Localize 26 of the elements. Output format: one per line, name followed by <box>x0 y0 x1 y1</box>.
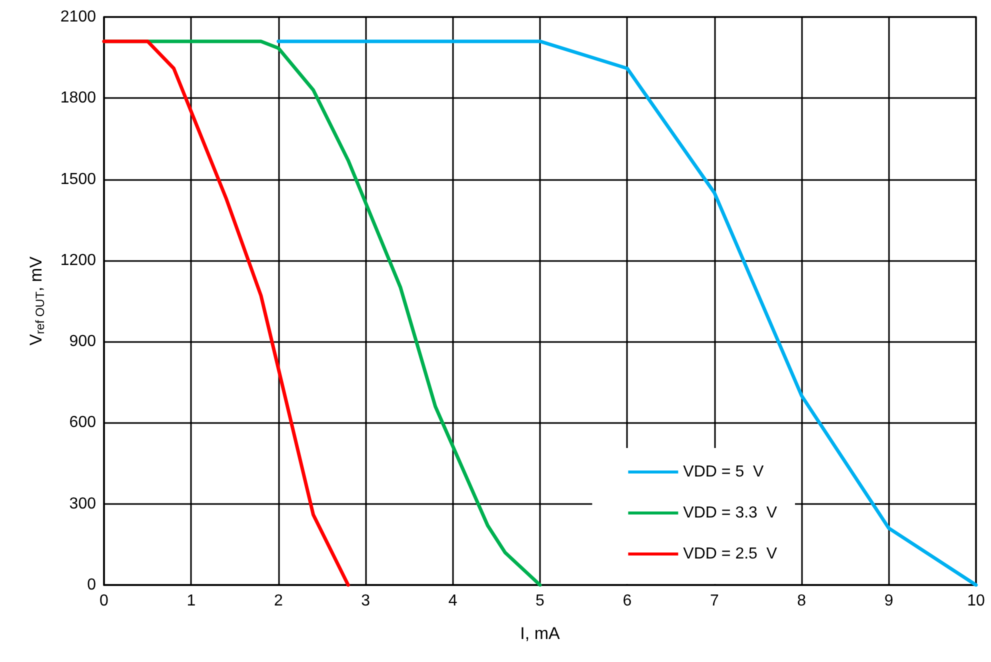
x-tick-label: 9 <box>884 592 894 610</box>
y-tick-label: 2100 <box>60 8 96 26</box>
x-tick-label: 4 <box>448 592 458 610</box>
y-tick-label: 1200 <box>60 252 96 269</box>
legend-label: VDD = 5 V <box>683 464 764 480</box>
y-axis-title: Vref OUT, mV <box>26 256 47 346</box>
legend-label: VDD = 2.5 V <box>683 546 778 562</box>
y-tick-label: 600 <box>69 414 96 432</box>
x-tick-label: 2 <box>274 592 283 610</box>
x-tick-label: 1 <box>186 592 196 610</box>
line-series <box>102 40 350 587</box>
x-tick-label: 6 <box>622 592 632 610</box>
x-tick-label: 5 <box>536 592 545 610</box>
legend-label: VDD = 3.3 V <box>683 504 778 522</box>
line-series <box>276 40 978 587</box>
x-axis-title: I, mA <box>520 624 560 643</box>
x-tick-label: 0 <box>100 592 109 610</box>
x-tick-label: 7 <box>710 592 719 610</box>
y-tick-label: 1500 <box>60 170 96 188</box>
x-tick-label: 3 <box>361 592 370 610</box>
y-tick-label: 1800 <box>60 90 96 107</box>
y-tick-label: 300 <box>69 495 96 512</box>
y-tick-label: 900 <box>69 333 96 350</box>
y-tick-label: 0 <box>87 576 96 594</box>
x-tick-label: 10 <box>967 592 985 610</box>
x-tick-label: 8 <box>797 592 806 610</box>
